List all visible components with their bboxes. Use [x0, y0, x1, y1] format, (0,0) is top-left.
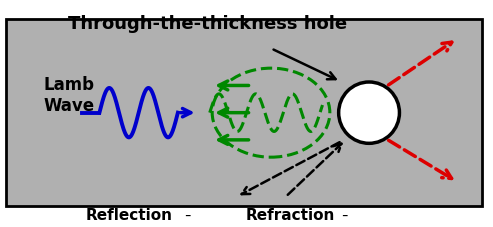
- Text: Through-the-thickness hole: Through-the-thickness hole: [68, 15, 347, 33]
- Text: ╴: ╴: [185, 209, 195, 224]
- Text: ╴: ╴: [343, 209, 352, 224]
- FancyBboxPatch shape: [6, 19, 482, 206]
- Text: Reflection: Reflection: [85, 207, 173, 222]
- Text: Refraction: Refraction: [246, 207, 335, 222]
- Text: Lamb
Wave: Lamb Wave: [43, 76, 94, 115]
- Circle shape: [339, 82, 399, 143]
